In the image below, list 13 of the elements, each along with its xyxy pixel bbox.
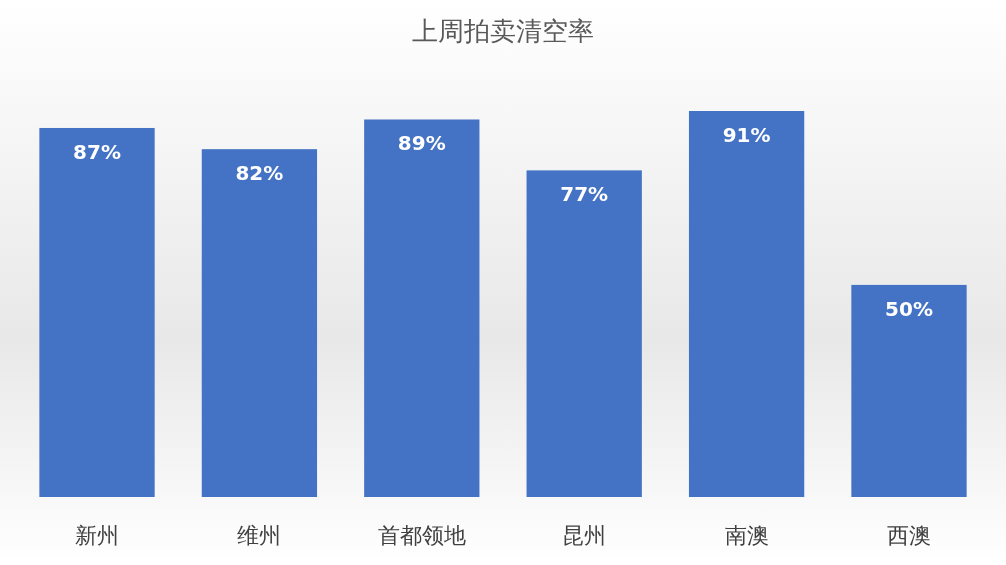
- data-label: 87%: [73, 139, 121, 164]
- data-label: 77%: [560, 182, 609, 207]
- x-tick-label: 南澳: [724, 523, 769, 548]
- data-label: 82%: [235, 161, 284, 186]
- x-tick-label: 首都领地: [377, 523, 466, 548]
- data-label: 89%: [397, 131, 446, 156]
- chart-title: 上周拍卖清空率: [412, 16, 594, 46]
- x-tick-label: 西澳: [886, 523, 931, 548]
- x-tick-label: 昆州: [562, 523, 607, 548]
- data-label: 50%: [885, 296, 933, 321]
- x-tick-label: 新州: [75, 523, 120, 548]
- data-label: 91%: [722, 123, 771, 147]
- x-tick-label: 维州: [237, 523, 282, 548]
